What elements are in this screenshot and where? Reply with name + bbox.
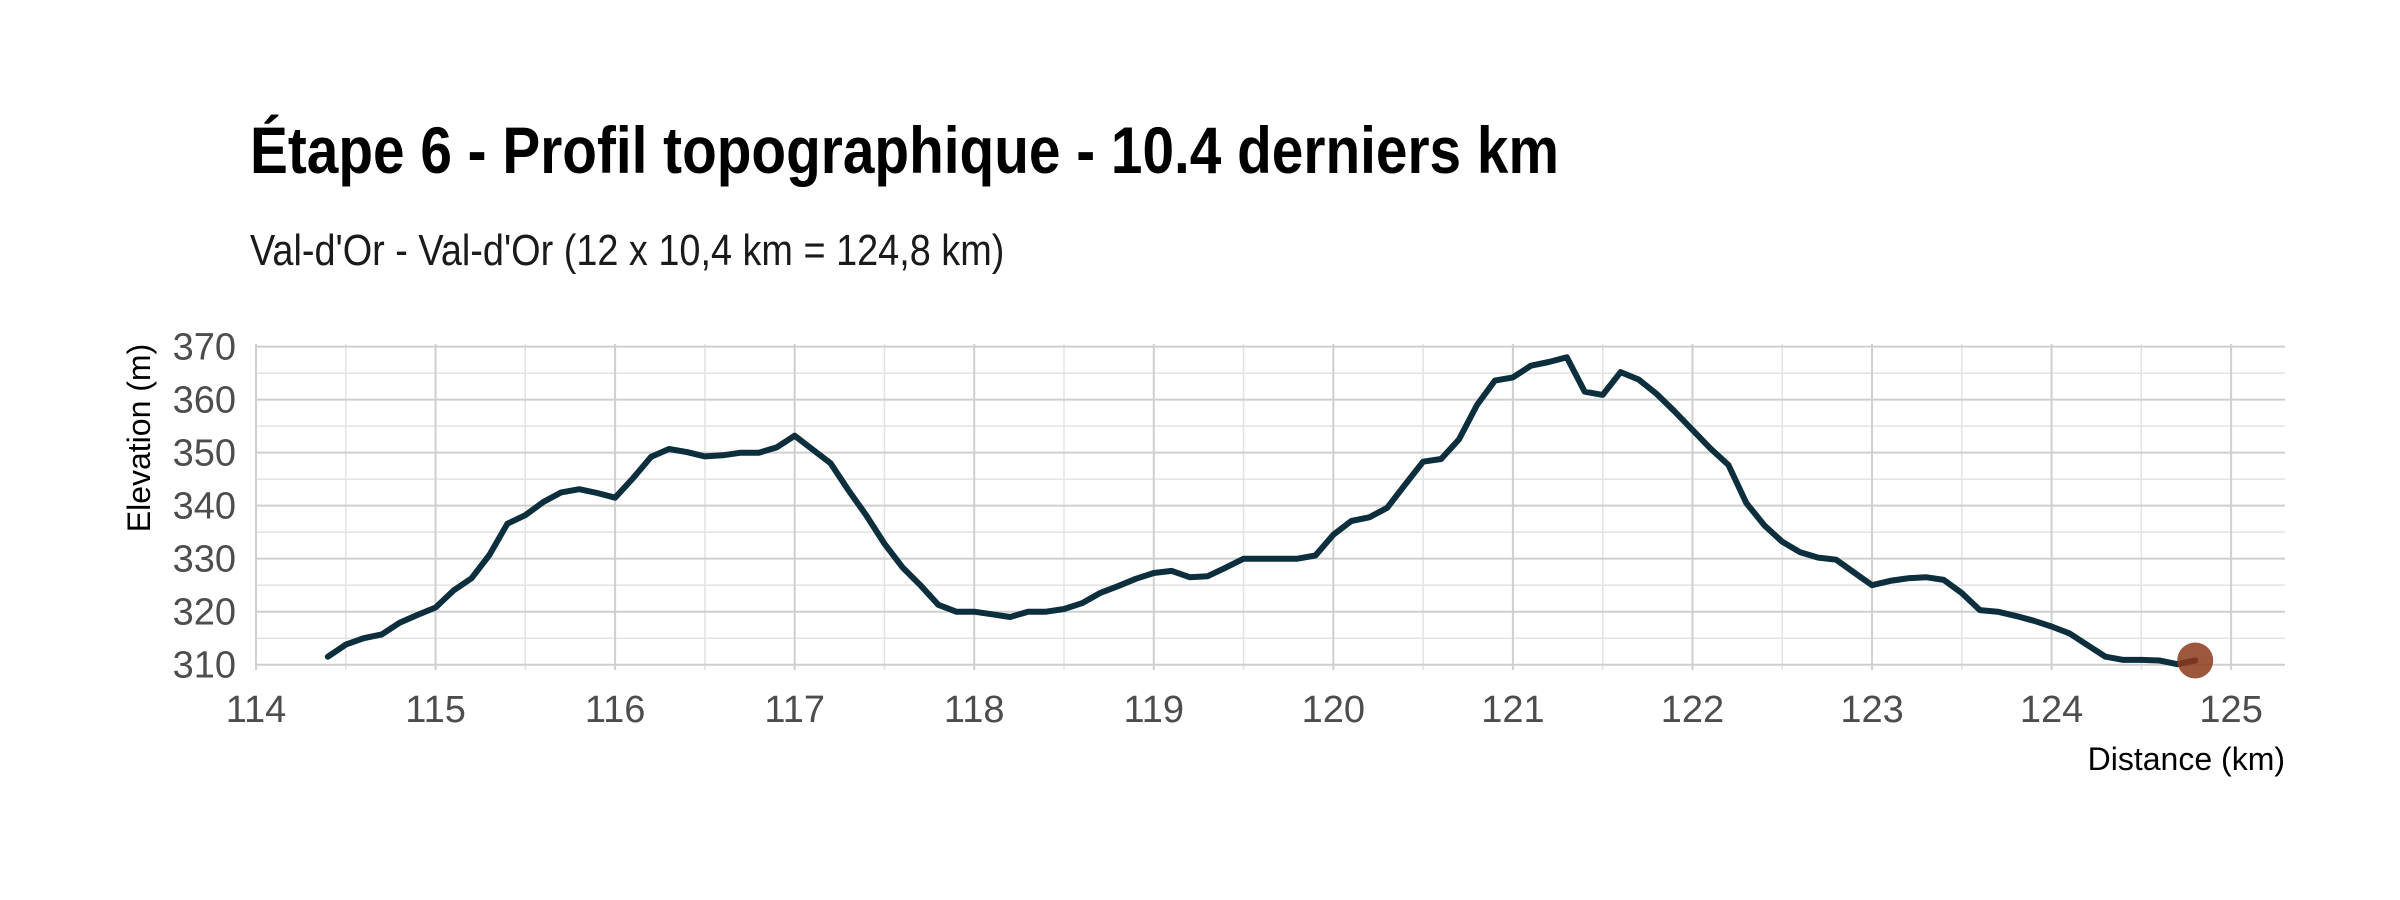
current-position-marker (2177, 642, 2214, 679)
y-tick-label: 350 (173, 433, 236, 475)
major-gridlines (255, 344, 2285, 670)
elevation-line (324, 354, 2199, 668)
y-tick-label: 340 (173, 486, 236, 528)
x-tick-label: 122 (1661, 689, 1724, 731)
x-axis-title: Distance (km) (2088, 741, 2285, 777)
x-tick-label: 115 (405, 689, 466, 731)
y-tick-label: 370 (173, 327, 236, 369)
x-tick-label: 121 (1481, 689, 1544, 731)
y-tick-label: 360 (173, 380, 236, 422)
chart-subtitle: Val-d'Or - Val-d'Or (12 x 10,4 km = 124,… (250, 226, 1005, 275)
x-tick-label: 123 (1840, 689, 1903, 731)
x-tick-label: 116 (585, 689, 646, 731)
y-tick-label: 330 (173, 539, 236, 581)
y-tick-label: 310 (173, 645, 236, 687)
y-tick-label: 320 (173, 592, 236, 634)
x-tick-label: 125 (2199, 689, 2262, 731)
chart-title: Étape 6 - Profil topographique - 10.4 de… (250, 113, 1559, 187)
x-tick-label: 114 (226, 689, 287, 731)
x-tick-label: 124 (2020, 689, 2083, 731)
x-axis-ticks: 114 115 116 117 118 119 120 121 122 123 124 125 (226, 689, 2263, 731)
minor-gridlines (256, 344, 2285, 670)
x-tick-label: 118 (944, 689, 1005, 731)
x-tick-label: 120 (1302, 689, 1365, 731)
y-axis-ticks: 310 320 330 340 350 360 370 (173, 327, 236, 687)
x-tick-label: 117 (764, 689, 825, 731)
y-axis-title: Elevation (m) (121, 344, 157, 533)
x-tick-label: 119 (1123, 689, 1184, 731)
